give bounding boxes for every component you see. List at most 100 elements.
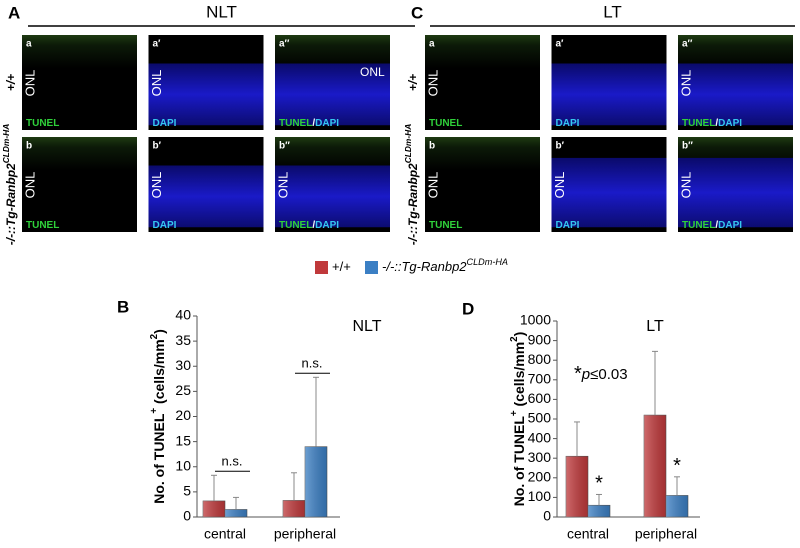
stain-part: DAPI — [315, 220, 339, 231]
panel-letter: B — [117, 297, 129, 316]
label-main: -/-::Tg-Ranbp2 — [382, 259, 467, 274]
dapi-layer — [275, 63, 390, 126]
stain-part: DAPI — [153, 220, 177, 231]
dapi-layer — [148, 165, 264, 228]
y-tick-label: 0 — [543, 508, 551, 524]
onl-label: ONL — [275, 172, 290, 199]
y-tick-label: 300 — [528, 449, 552, 465]
x-tick-label: central — [567, 526, 609, 542]
panel-letter: C — [411, 3, 423, 22]
stain-label: DAPI — [556, 118, 580, 129]
x-tick-label: peripheral — [274, 526, 336, 542]
annotation-part: * — [574, 363, 582, 385]
y-tick-label: 800 — [528, 351, 552, 367]
bar-shade — [203, 500, 225, 517]
label-main: +/+ — [406, 74, 420, 91]
panel-title: NLT — [206, 2, 237, 21]
onl-label: ONL — [678, 172, 693, 199]
y-tick-label: 30 — [175, 357, 191, 373]
y-label-part: No. of TUNEL — [151, 413, 167, 504]
y-tick-label: 700 — [528, 371, 552, 387]
onl-label: ONL — [360, 65, 385, 79]
y-axis-label: No. of TUNEL+ (cells/mm2) — [149, 329, 167, 504]
x-tick-label: central — [204, 526, 246, 542]
bar-shade — [283, 500, 305, 517]
y-tick-label: 35 — [175, 332, 191, 348]
panel-letter: D — [462, 299, 474, 318]
stain-part: TUNEL — [429, 220, 462, 231]
y-tick-label: 40 — [175, 307, 191, 323]
legend-label: +/+ — [332, 259, 351, 274]
bar-shade — [305, 446, 327, 517]
panel-letter: A — [8, 3, 20, 22]
image-letter: a — [429, 39, 435, 50]
onl-label: ONL — [22, 70, 37, 97]
stain-part: TUNEL — [26, 220, 59, 231]
panel-title: LT — [603, 2, 622, 21]
y-label-part: (cells/mm — [151, 339, 167, 407]
y-tick-label: 400 — [528, 429, 552, 445]
label-main: -/-::Tg-Ranbp2 — [4, 163, 18, 245]
y-label-part: + — [149, 408, 160, 414]
stain-part: TUNEL — [682, 220, 715, 231]
onl-label: ONL — [22, 172, 37, 199]
image-letter: a′ — [556, 39, 565, 50]
onl-label: ONL — [425, 70, 440, 97]
stain-label: TUNEL — [26, 220, 59, 231]
onl-label: ONL — [678, 70, 693, 97]
stain-part: TUNEL — [429, 118, 462, 129]
y-label-part: + — [509, 410, 520, 416]
tunel-layer — [678, 35, 793, 69]
tunel-layer — [425, 137, 540, 171]
x-tick-label: peripheral — [635, 526, 697, 542]
y-label-part: 2 — [149, 333, 160, 339]
image-letter: a′ — [153, 39, 162, 50]
stain-part: DAPI — [718, 118, 742, 129]
annotation-part: p — [581, 366, 590, 383]
stain-part: / — [312, 118, 315, 129]
tunel-layer — [425, 35, 540, 69]
y-tick-label: 900 — [528, 331, 552, 347]
label-sup: CLDm-HA — [403, 124, 413, 164]
y-label-part: ) — [511, 332, 527, 337]
image-letter: b — [429, 141, 435, 152]
tunel-layer — [275, 137, 390, 171]
y-tick-label: 5 — [183, 483, 191, 499]
stain-part: / — [312, 220, 315, 231]
label-main: -/-::Tg-Ranbp2 — [406, 163, 420, 245]
y-tick-label: 20 — [175, 407, 191, 423]
y-label-part: 2 — [509, 336, 520, 342]
image-letter: b′ — [556, 141, 565, 152]
legend-swatch — [365, 261, 378, 274]
chart-title: LT — [646, 318, 664, 335]
onl-label: ONL — [149, 70, 164, 97]
significance-label: n.s. — [302, 356, 323, 371]
stain-part: DAPI — [718, 220, 742, 231]
genotype-label: -/-::Tg-Ranbp2CLDm-HA — [1, 124, 18, 246]
bar-shade — [225, 509, 247, 517]
stain-part: DAPI — [315, 118, 339, 129]
image-letter: a′′ — [682, 39, 693, 50]
stain-label: DAPI — [556, 220, 580, 231]
stain-label: DAPI — [153, 118, 177, 129]
y-axis-label: No. of TUNEL+ (cells/mm2) — [509, 332, 527, 507]
dapi-layer — [551, 157, 667, 228]
image-letter: a — [26, 39, 32, 50]
onl-label: ONL — [149, 172, 164, 199]
stain-part: DAPI — [556, 118, 580, 129]
image-letter: a′′ — [279, 39, 290, 50]
significance-label: n.s. — [222, 454, 243, 469]
significance-marker: * — [673, 455, 681, 477]
stain-label: TUNEL/DAPI — [682, 118, 742, 129]
y-label-part: ) — [151, 329, 167, 334]
y-tick-label: 25 — [175, 382, 191, 398]
y-tick-label: 0 — [183, 508, 191, 524]
genotype-label: +/+ — [406, 74, 420, 91]
tunel-layer — [275, 35, 390, 69]
bar-shade — [666, 495, 688, 517]
y-label-part: (cells/mm — [511, 342, 527, 410]
label-main: +/+ — [332, 259, 351, 274]
label-sup: CLDm-HA — [467, 257, 508, 267]
y-tick-label: 1000 — [520, 312, 551, 328]
